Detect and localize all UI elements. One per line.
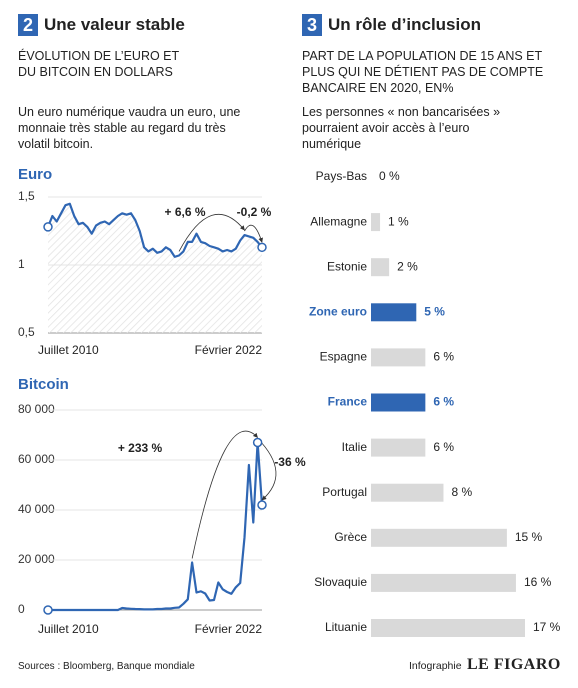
y-tick-label: 1,5 [18,189,35,203]
category-label: Zone euro [309,304,367,318]
point-marker [43,222,53,232]
category-label: France [328,395,368,409]
line [48,441,264,612]
value-label: 8 % [451,485,472,499]
chart-title: Euro [18,166,52,183]
area [48,203,262,333]
point-marker [257,242,267,253]
y-tick-label: 0,5 [18,325,35,339]
section-subtitle: PART DE LA POPULATION DE 15 ANS ET PLUS … [302,49,544,95]
annotation-arrow [244,224,263,243]
value-label: 1 % [388,214,409,228]
section-title: Une valeur stable [44,15,185,34]
category-label: Espagne [320,350,368,364]
line [46,202,263,258]
category-label: Pays-Bas [316,169,367,183]
annotation-arrow [191,430,258,559]
bar [371,348,426,367]
bar [371,438,426,457]
value-label: 2 % [397,259,418,273]
value-label: 16 % [524,575,552,589]
x-tick-label: Juillet 2010 [38,622,99,636]
y-tick-label: 0 [18,602,25,616]
section-text: Un euro numérique vaudra un euro, une mo… [18,105,241,151]
bar [371,528,507,547]
annotation: -36 % [274,455,306,469]
section-title: Un rôle d’inclusion [328,15,482,34]
annotation-arrow [257,438,277,501]
annotation-arrow [178,213,245,252]
bar [371,303,417,322]
category-label: Lituanie [325,620,367,634]
annotation: + 233 % [118,441,163,455]
section-subtitle: ÉVOLUTION DE L’EURO ET DU BITCOIN EN DOL… [18,49,179,79]
y-tick-label: 60 000 [18,452,55,466]
y-tick-label: 80 000 [18,402,55,416]
bar [371,213,381,232]
category-label: Italie [342,440,368,454]
category-label: Estonie [327,259,367,273]
y-tick-label: 20 000 [18,552,55,566]
value-label: 6 % [433,395,454,409]
category-label: Allemagne [310,214,367,228]
category-label: Slovaquie [314,575,367,589]
x-tick-label: Février 2022 [195,622,263,636]
bar [371,258,390,277]
bar [371,619,525,637]
bar [371,483,444,502]
value-label: 5 % [424,304,445,318]
x-tick-label: Juillet 2010 [38,343,99,357]
category-label: Grèce [334,530,367,544]
section-text: Les personnes « non bancarisées » pourra… [302,105,501,151]
point-marker [43,605,53,615]
y-tick-label: 40 000 [18,502,55,516]
source: Sources : Bloomberg, Banque mondiale [18,661,195,672]
x-tick-label: Février 2022 [195,343,263,357]
y-tick-label: 1 [18,257,25,271]
value-label: 0 % [379,169,400,183]
section-number: 3 [302,14,322,36]
annotation: -0,2 % [237,205,272,219]
annotation: + 6,6 % [164,205,205,219]
bar [371,393,426,412]
value-label: 15 % [515,530,543,544]
credit: Infographie [409,660,462,672]
value-label: 17 % [533,620,561,634]
point-marker [257,500,267,510]
value-label: 6 % [433,440,454,454]
category-label: Portugal [322,485,367,499]
section-number: 2 [18,14,38,36]
bar [371,573,516,592]
chart-title: Bitcoin [18,376,69,393]
value-label: 6 % [433,350,454,364]
logo: LE FIGARO [467,656,561,673]
point-marker [252,437,263,448]
